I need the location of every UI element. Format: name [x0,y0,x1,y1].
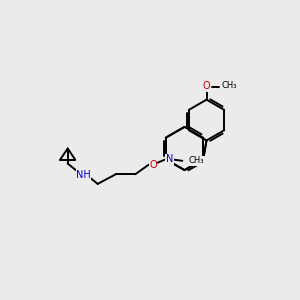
Text: NH: NH [76,170,91,180]
Text: O: O [149,160,157,170]
Text: N: N [166,154,173,164]
Text: CH₃: CH₃ [221,81,237,90]
Text: CH₃: CH₃ [189,156,204,165]
Text: O: O [203,82,210,92]
